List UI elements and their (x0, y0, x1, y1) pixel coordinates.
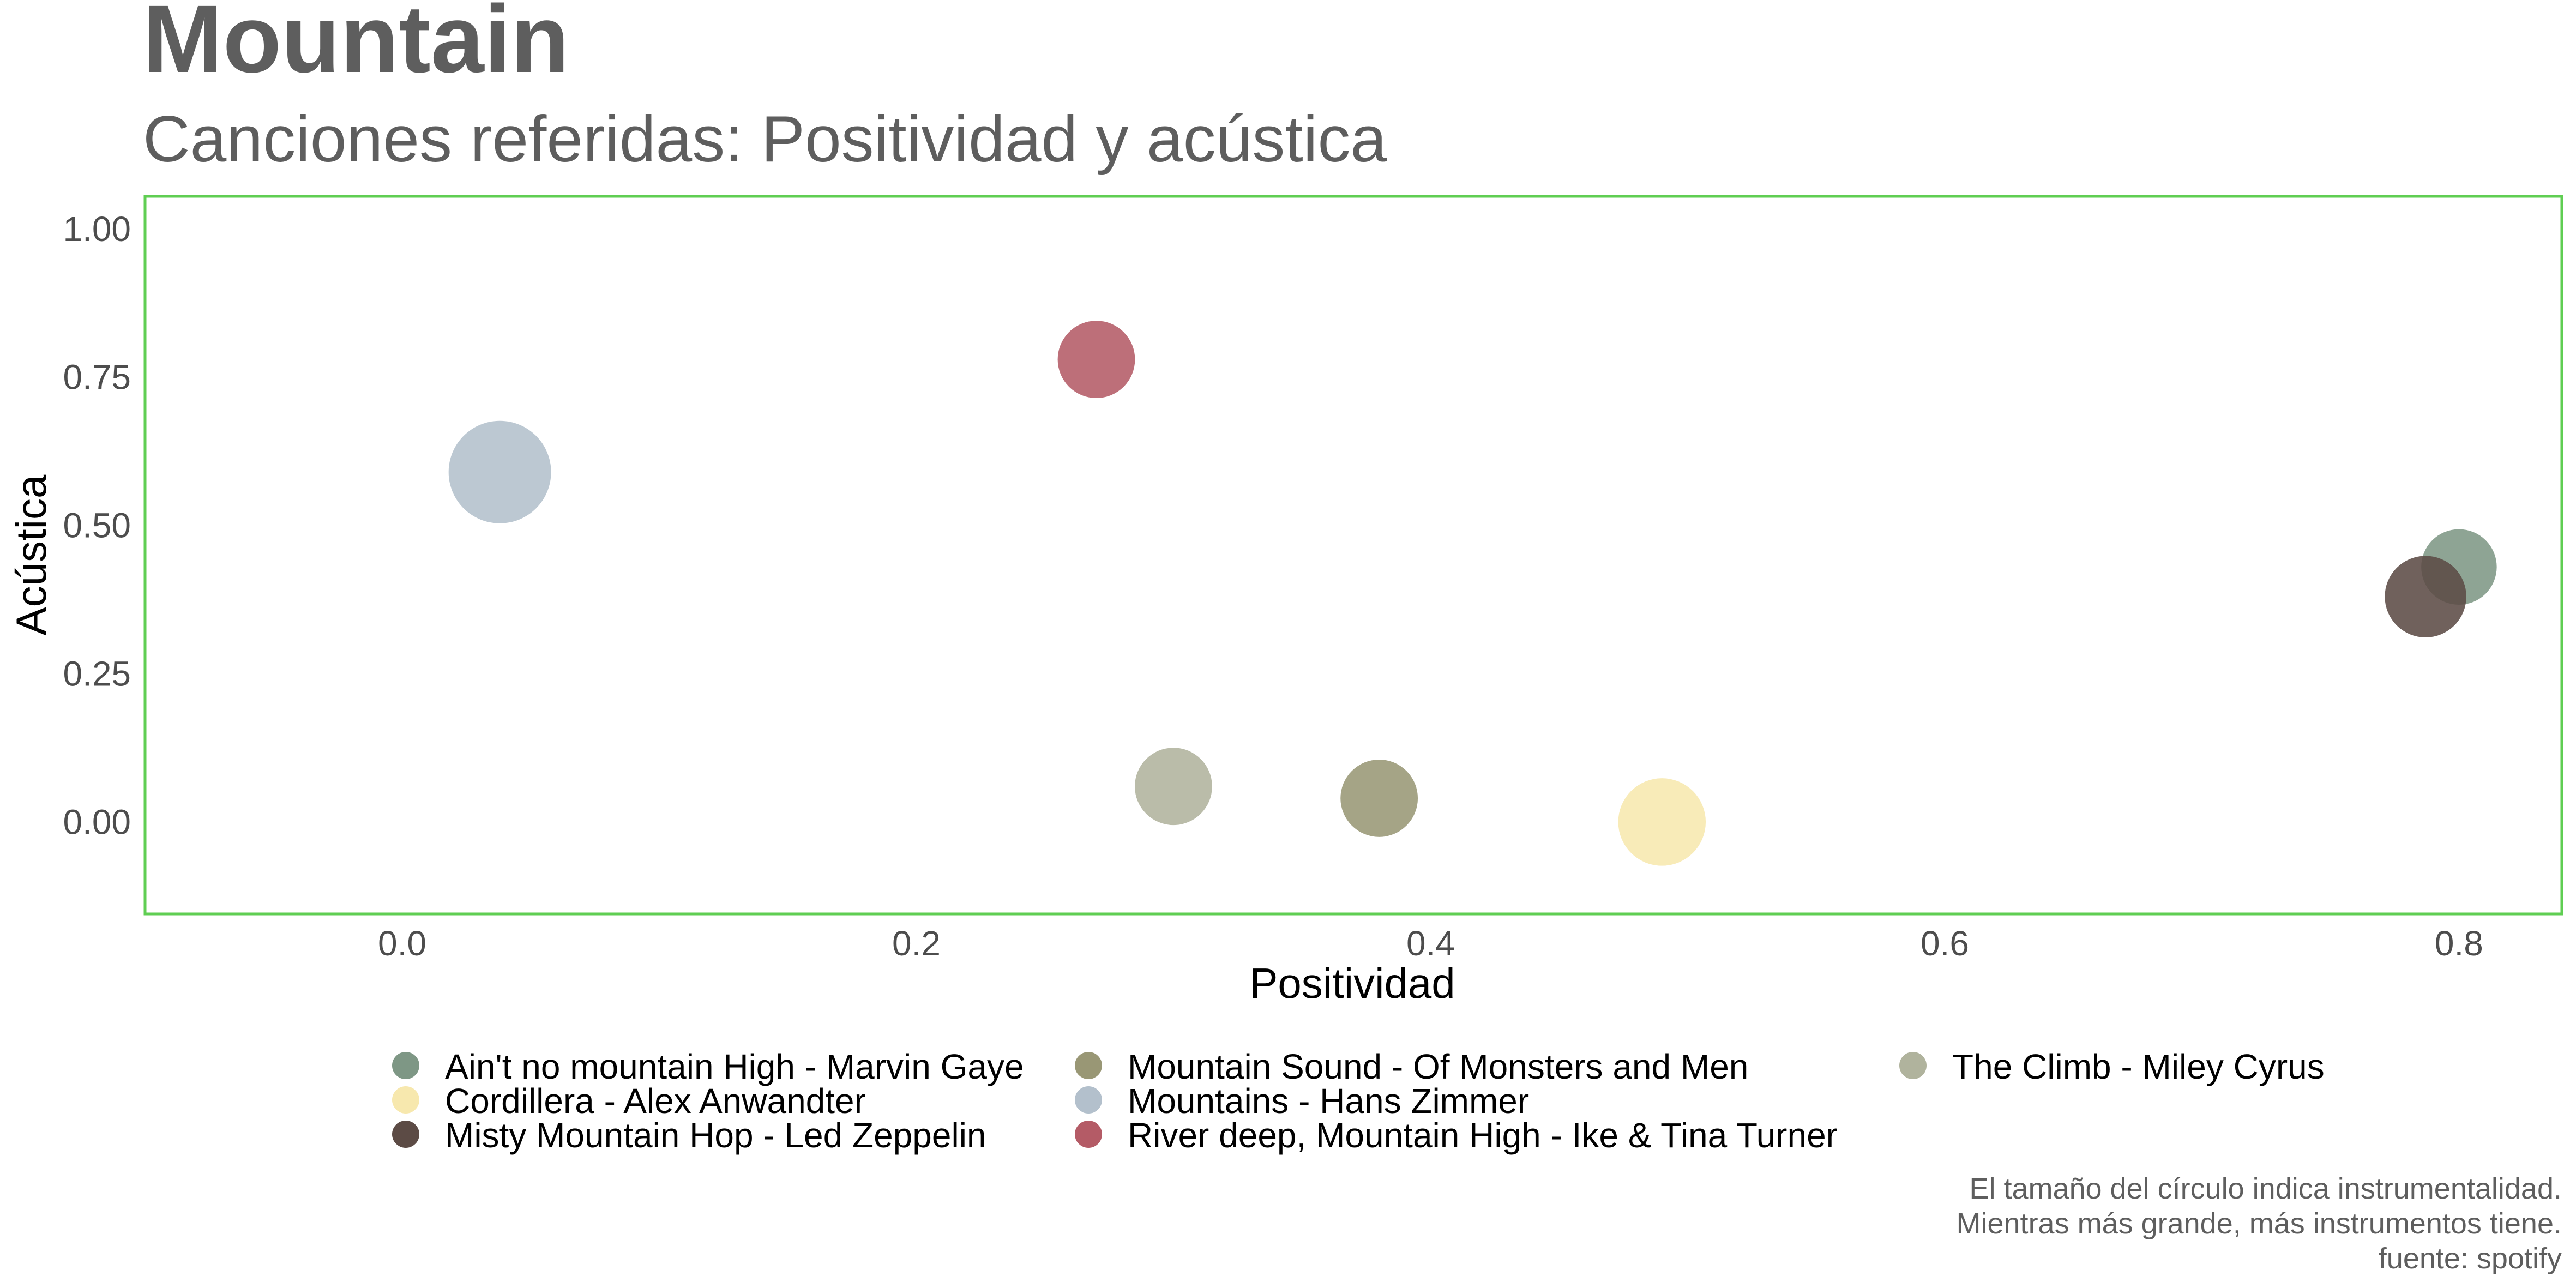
x-axis-title: Positividad (1249, 959, 1455, 1007)
legend-key (1075, 1121, 1102, 1148)
x-tick-label: 0.2 (892, 924, 941, 963)
data-point (1340, 760, 1418, 837)
caption-line: El tamaño del círculo indica instrumenta… (1969, 1172, 2562, 1205)
legend-label: Ain't no mountain High - Marvin Gaye (445, 1047, 1024, 1086)
x-tick-label: 0.8 (2435, 924, 2483, 963)
legend: Ain't no mountain High - Marvin GayeCord… (392, 1047, 2325, 1155)
legend-key (392, 1121, 419, 1148)
legend-label: Cordillera - Alex Anwandter (445, 1081, 866, 1121)
legend-label: Mountain Sound - Of Monsters and Men (1128, 1047, 1748, 1086)
legend-label: The Climb - Miley Cyrus (1952, 1047, 2325, 1086)
data-point (1618, 778, 1706, 866)
y-tick-label: 0.50 (63, 506, 131, 545)
legend-key (392, 1086, 419, 1114)
y-tick-label: 1.00 (63, 209, 131, 249)
caption-line: fuente: spotify (2379, 1242, 2562, 1275)
legend-key (1075, 1052, 1102, 1079)
data-point (2385, 556, 2466, 637)
legend-label: Misty Mountain Hop - Led Zeppelin (445, 1116, 986, 1155)
data-point (1135, 748, 1212, 826)
x-tick-label: 0.6 (1921, 924, 1969, 963)
data-point (1057, 321, 1135, 398)
legend-key (392, 1052, 419, 1079)
x-tick-label: 0.0 (378, 924, 426, 963)
y-tick-label: 0.75 (63, 358, 131, 397)
chart-title: Mountain (143, 0, 569, 93)
y-axis-title: Acústica (7, 474, 55, 635)
legend-key (1075, 1086, 1102, 1114)
legend-key (1899, 1052, 1927, 1079)
x-axis-ticks: 0.0 0.2 0.4 0.6 0.8 (378, 924, 2483, 963)
caption: El tamaño del círculo indica instrumenta… (1957, 1172, 2562, 1275)
caption-line: Mientras más grande, más instrumentos ti… (1957, 1207, 2562, 1240)
legend-label: River deep, Mountain High - Ike & Tina T… (1128, 1116, 1838, 1155)
chart-subtitle: Canciones referidas: Positividad y acúst… (143, 103, 1387, 176)
y-axis-ticks: 0.00 0.25 0.50 0.75 1.00 (63, 209, 131, 842)
y-tick-label: 0.00 (63, 802, 131, 841)
data-point (448, 420, 551, 523)
panel-border (143, 195, 2563, 916)
legend-label: Mountains - Hans Zimmer (1128, 1081, 1529, 1121)
x-tick-label: 0.4 (1406, 924, 1455, 963)
data-points (448, 321, 2497, 866)
y-tick-label: 0.25 (63, 654, 131, 694)
